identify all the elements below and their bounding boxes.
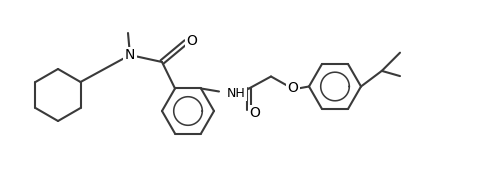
Text: O: O: [288, 81, 299, 95]
Text: O: O: [187, 34, 197, 48]
Text: N: N: [125, 48, 135, 62]
Text: NH: NH: [227, 87, 246, 100]
Text: O: O: [249, 106, 260, 121]
